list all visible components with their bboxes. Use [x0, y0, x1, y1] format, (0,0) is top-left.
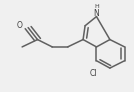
Text: N: N [94, 9, 99, 18]
Text: Cl: Cl [90, 69, 98, 78]
Text: O: O [16, 21, 22, 30]
Text: H: H [94, 4, 99, 9]
